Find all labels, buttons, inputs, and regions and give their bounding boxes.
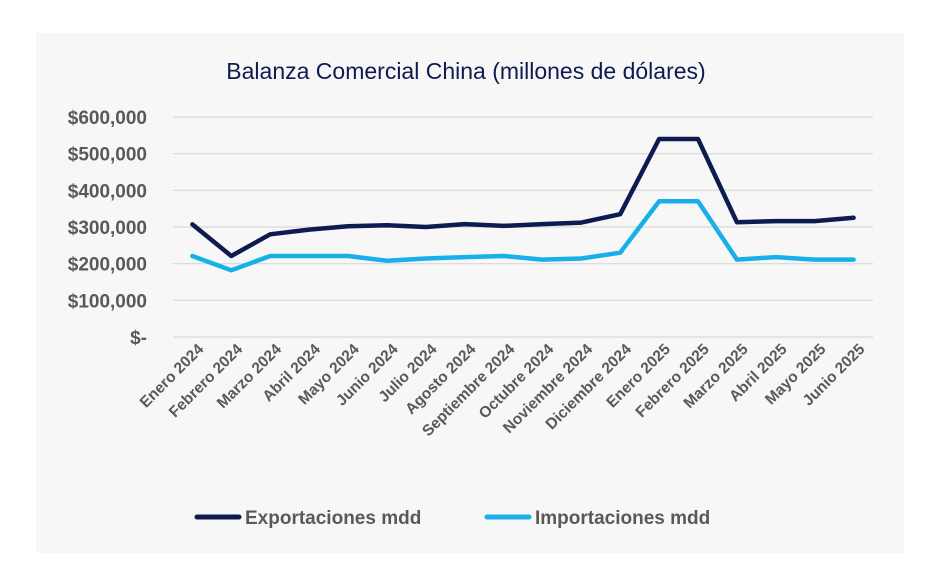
y-axis-tick-labels: $- $100,000 $200,000 $300,000 $400,000 $500,0… (68, 108, 147, 349)
series-line-exportaciones (190, 136, 856, 259)
y-tick-label: $100,000 (68, 291, 147, 312)
gridlines (173, 116, 873, 338)
legend-label: Importaciones mdd (535, 508, 710, 529)
legend: Exportaciones mdd Importaciones mdd (194, 508, 710, 529)
legend-label: Exportaciones mdd (245, 508, 421, 529)
series-line-importaciones (190, 199, 856, 273)
y-tick-label: $200,000 (68, 255, 147, 276)
chart-area (36, 33, 904, 553)
y-tick-label: $600,000 (68, 108, 147, 129)
y-tick-label: $500,000 (68, 145, 147, 166)
y-tick-label: $400,000 (68, 181, 147, 202)
chart-title: Balanza Comercial China (millones de dól… (226, 58, 705, 84)
series-lines (190, 136, 856, 273)
y-tick-label: $- (130, 328, 147, 349)
y-tick-label: $300,000 (68, 218, 147, 239)
